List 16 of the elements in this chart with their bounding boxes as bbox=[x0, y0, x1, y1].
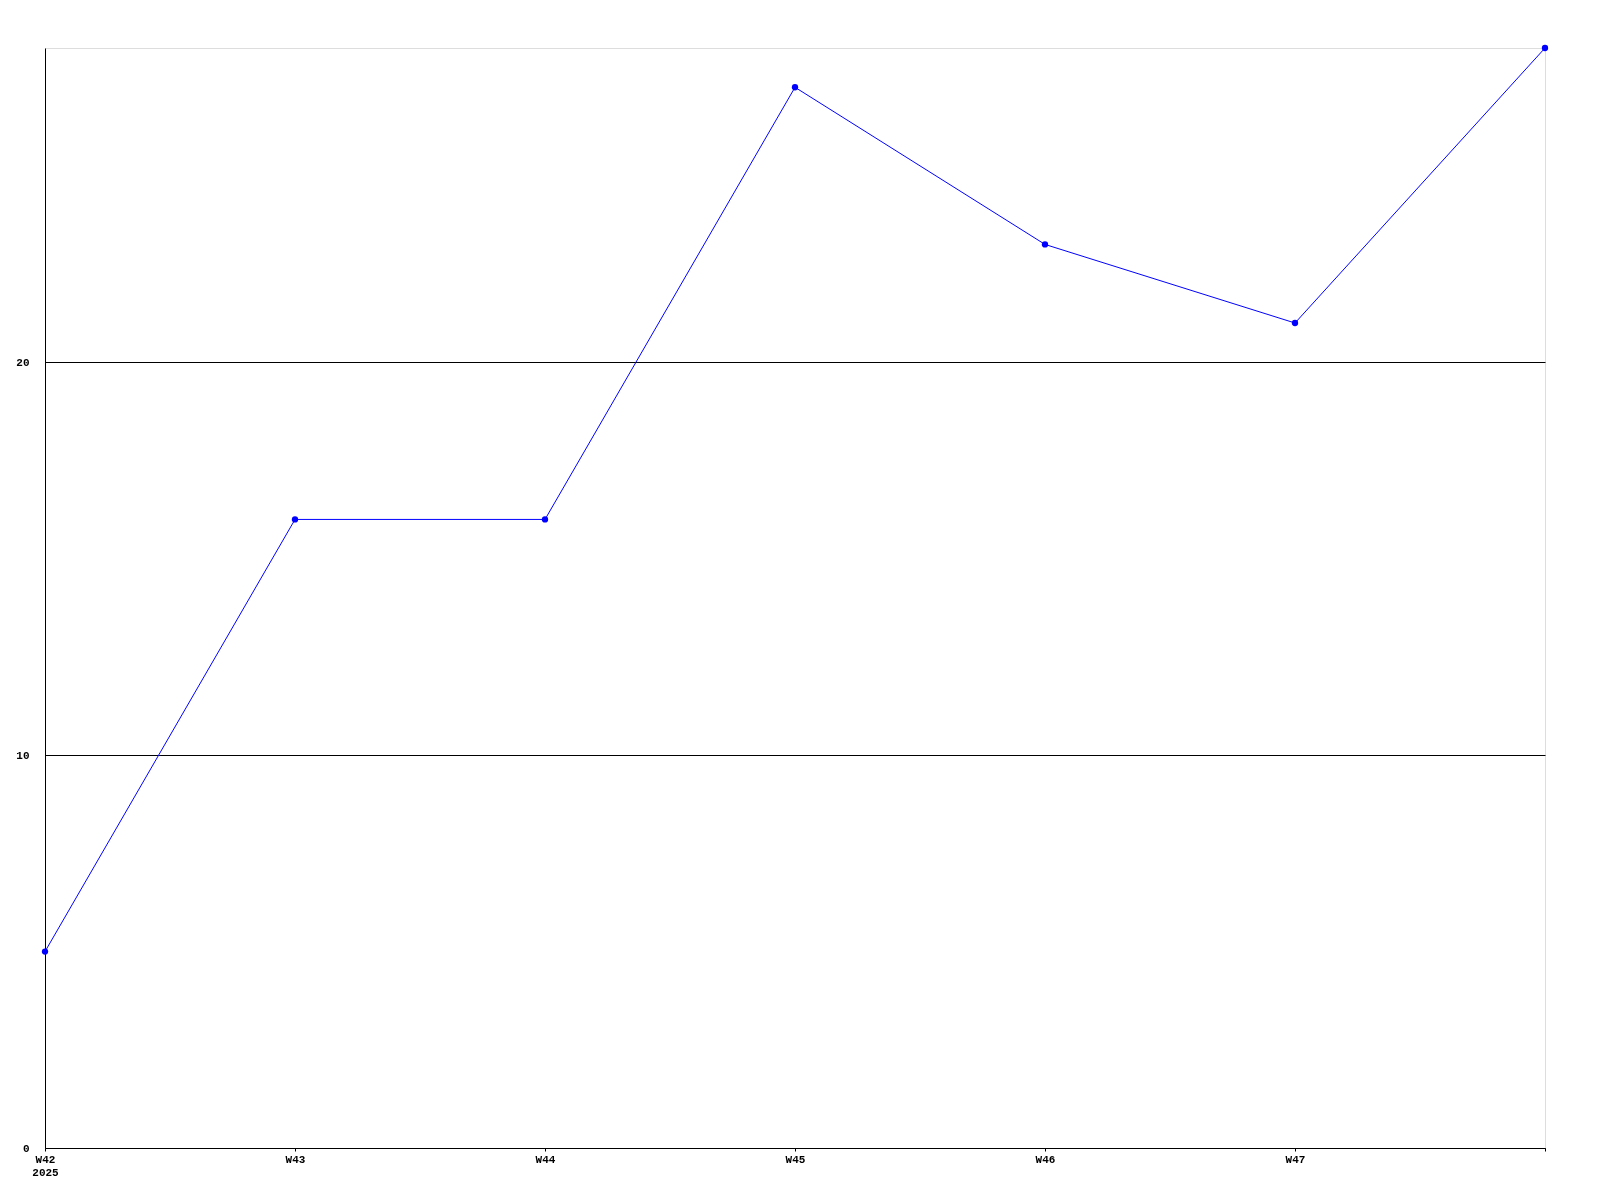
x-tick-label: W43 bbox=[285, 1153, 306, 1166]
x-tick-label: W44 bbox=[535, 1153, 556, 1166]
y-tick-label: 20 bbox=[16, 356, 30, 369]
x-tick-label: W45 bbox=[785, 1153, 806, 1166]
point bbox=[541, 516, 549, 523]
point bbox=[291, 516, 299, 523]
point bbox=[1541, 44, 1549, 52]
point bbox=[791, 84, 799, 91]
point bbox=[1041, 241, 1049, 248]
x-tick-label: W47 bbox=[1285, 1153, 1306, 1166]
point bbox=[41, 948, 49, 955]
y-tick-label: 10 bbox=[16, 749, 30, 762]
y-tick-label: 0 bbox=[22, 1142, 30, 1155]
x-tick-label: W42 2025 bbox=[32, 1153, 60, 1179]
x-tick-label: W46 bbox=[1035, 1153, 1056, 1166]
point bbox=[1291, 319, 1299, 327]
